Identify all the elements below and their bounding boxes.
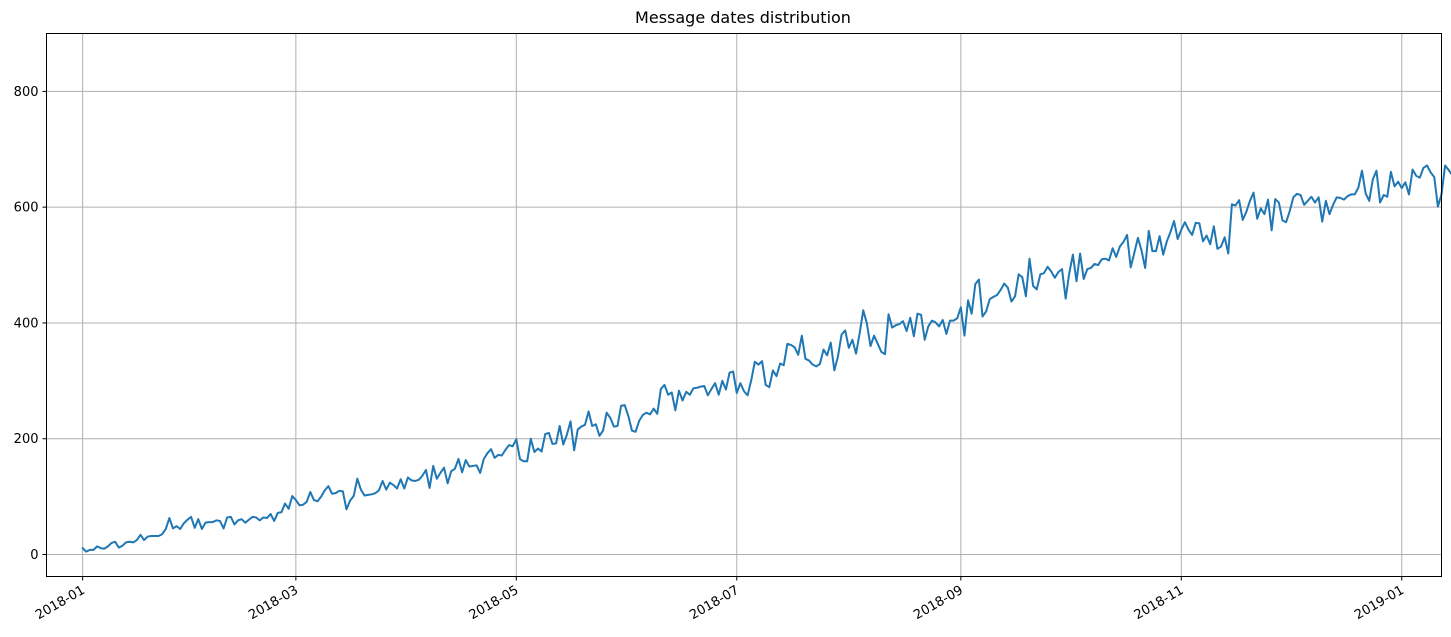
x-tick-label: 2018-03 <box>246 583 301 623</box>
x-axis-ticks: 2018-01 2018-03 2018-05 2018-07 2018-09 2018-… <box>33 576 1407 623</box>
plot-frame <box>46 33 1442 577</box>
y-tick-label: 200 <box>14 432 39 447</box>
y-tick-label: 0 <box>30 548 38 563</box>
y-tick-label: 600 <box>14 201 39 216</box>
grid-lines <box>46 33 1442 577</box>
series-line-0 <box>81 164 1451 553</box>
x-tick-label: 2018-07 <box>687 583 742 623</box>
y-axis-ticks: 0 200 400 600 800 <box>14 85 47 563</box>
series-layer <box>81 164 1451 553</box>
x-tick-label: 2018-05 <box>467 583 522 623</box>
y-tick-label: 400 <box>14 316 39 331</box>
y-tick-label: 800 <box>14 85 39 100</box>
x-tick-label: 2018-11 <box>1132 583 1187 623</box>
x-tick-label: 2019-01 <box>1352 583 1407 623</box>
chart-title: Message dates distribution <box>635 8 851 27</box>
x-tick-label: 2018-09 <box>911 583 966 623</box>
x-tick-label: 2018-01 <box>33 583 88 623</box>
